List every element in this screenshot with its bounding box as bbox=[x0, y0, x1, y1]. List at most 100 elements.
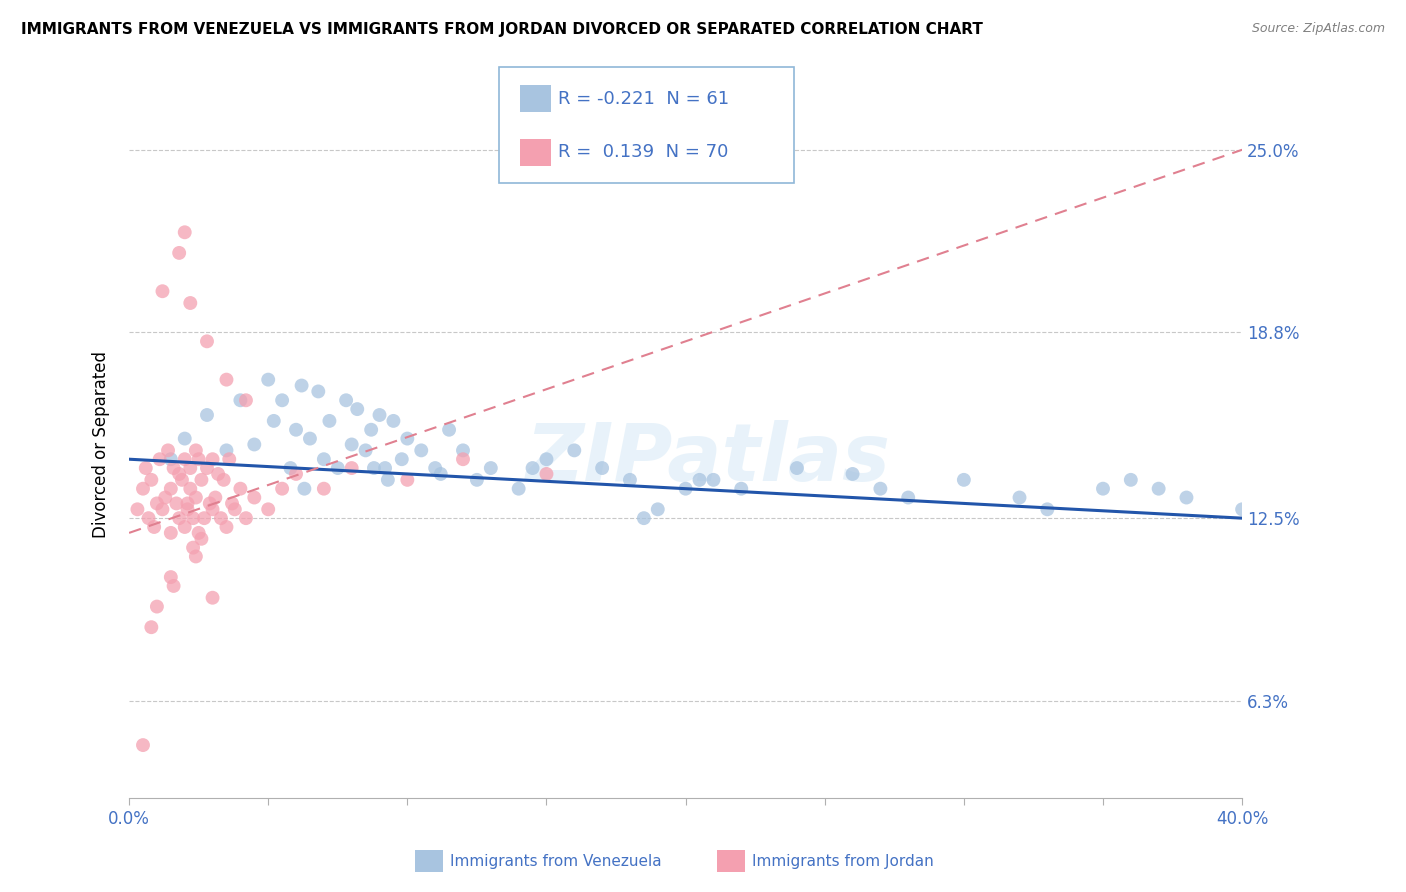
Point bbox=[167, 246, 190, 260]
Point bbox=[1036, 502, 1059, 516]
Point bbox=[135, 461, 157, 475]
Point bbox=[292, 482, 315, 496]
Point bbox=[173, 452, 195, 467]
Point bbox=[190, 532, 212, 546]
Point bbox=[159, 482, 181, 496]
Text: Immigrants from Jordan: Immigrants from Jordan bbox=[752, 855, 934, 869]
Point bbox=[243, 491, 266, 505]
Point bbox=[201, 591, 224, 605]
Point bbox=[204, 491, 226, 505]
Point bbox=[209, 511, 232, 525]
Point bbox=[1147, 482, 1170, 496]
Point bbox=[143, 520, 166, 534]
Point bbox=[689, 473, 711, 487]
Point bbox=[167, 467, 190, 481]
Point bbox=[176, 502, 198, 516]
Point bbox=[340, 461, 363, 475]
Point bbox=[243, 437, 266, 451]
Point bbox=[132, 482, 155, 496]
Point bbox=[229, 482, 252, 496]
Point bbox=[363, 461, 385, 475]
Point bbox=[354, 443, 377, 458]
Point bbox=[149, 452, 172, 467]
Point bbox=[346, 402, 368, 417]
Point bbox=[368, 408, 391, 422]
Point bbox=[451, 452, 474, 467]
Point bbox=[633, 511, 655, 525]
Point bbox=[340, 437, 363, 451]
Point bbox=[207, 467, 229, 481]
Point bbox=[335, 393, 357, 408]
Point bbox=[195, 334, 218, 349]
Point bbox=[312, 482, 335, 496]
Y-axis label: Divorced or Separated: Divorced or Separated bbox=[93, 351, 110, 538]
Point bbox=[179, 482, 201, 496]
Point bbox=[1008, 491, 1031, 505]
Point bbox=[215, 373, 238, 387]
Point bbox=[187, 452, 209, 467]
Point bbox=[841, 467, 863, 481]
Point bbox=[391, 452, 413, 467]
Point bbox=[437, 423, 460, 437]
Point bbox=[162, 579, 184, 593]
Point bbox=[179, 461, 201, 475]
Point bbox=[360, 423, 382, 437]
Point bbox=[159, 525, 181, 540]
Point bbox=[235, 511, 257, 525]
Point bbox=[224, 502, 246, 516]
Point bbox=[257, 373, 280, 387]
Point bbox=[146, 496, 169, 510]
Point bbox=[170, 473, 193, 487]
Point bbox=[155, 491, 177, 505]
Text: IMMIGRANTS FROM VENEZUELA VS IMMIGRANTS FROM JORDAN DIVORCED OR SEPARATED CORREL: IMMIGRANTS FROM VENEZUELA VS IMMIGRANTS … bbox=[21, 22, 983, 37]
Point bbox=[173, 520, 195, 534]
Text: Source: ZipAtlas.com: Source: ZipAtlas.com bbox=[1251, 22, 1385, 36]
Point bbox=[132, 738, 155, 752]
Point bbox=[201, 452, 224, 467]
Point bbox=[425, 461, 447, 475]
Point bbox=[786, 461, 808, 475]
Point bbox=[159, 452, 181, 467]
Point bbox=[702, 473, 724, 487]
Point bbox=[1091, 482, 1114, 496]
Point bbox=[201, 502, 224, 516]
Point bbox=[377, 473, 399, 487]
Point bbox=[184, 443, 207, 458]
Point bbox=[195, 461, 218, 475]
Point bbox=[165, 496, 187, 510]
Point bbox=[162, 461, 184, 475]
Point bbox=[675, 482, 697, 496]
Point bbox=[298, 432, 321, 446]
Text: ZIPatlas: ZIPatlas bbox=[526, 419, 890, 498]
Point bbox=[271, 482, 294, 496]
Point bbox=[374, 461, 396, 475]
Point bbox=[179, 296, 201, 310]
Point bbox=[181, 511, 204, 525]
Point bbox=[508, 482, 530, 496]
Point bbox=[479, 461, 502, 475]
Point bbox=[451, 443, 474, 458]
Point bbox=[1230, 502, 1253, 516]
Point bbox=[730, 482, 752, 496]
Point bbox=[218, 452, 240, 467]
Point bbox=[897, 491, 920, 505]
Point bbox=[152, 284, 174, 298]
Point bbox=[215, 443, 238, 458]
Point bbox=[159, 570, 181, 584]
Point bbox=[138, 511, 160, 525]
Point bbox=[184, 549, 207, 564]
Text: Immigrants from Venezuela: Immigrants from Venezuela bbox=[450, 855, 662, 869]
Point bbox=[619, 473, 641, 487]
Point bbox=[429, 467, 451, 481]
Point bbox=[280, 461, 302, 475]
Point bbox=[536, 452, 558, 467]
Point bbox=[1119, 473, 1142, 487]
Point bbox=[257, 502, 280, 516]
Point bbox=[411, 443, 433, 458]
Point bbox=[141, 620, 163, 634]
Point bbox=[146, 599, 169, 614]
Point bbox=[173, 225, 195, 239]
Point bbox=[382, 414, 405, 428]
Point bbox=[536, 467, 558, 481]
Point bbox=[152, 502, 174, 516]
